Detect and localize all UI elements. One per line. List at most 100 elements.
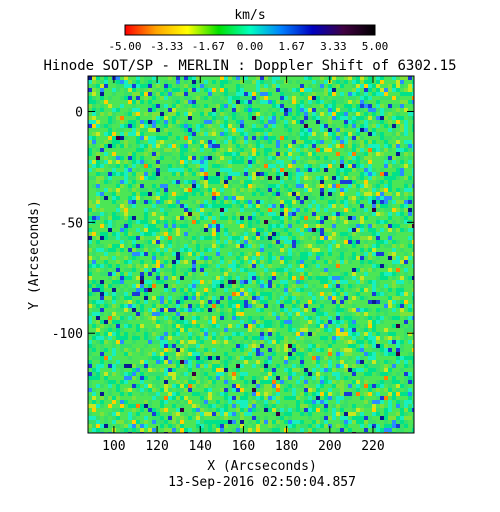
heatmap-cell	[304, 144, 308, 148]
heatmap-cell	[304, 252, 308, 256]
heatmap-cell	[216, 360, 220, 364]
heatmap-cell	[352, 184, 356, 188]
heatmap-cell	[316, 84, 320, 88]
heatmap-cell	[340, 248, 344, 252]
heatmap-cell	[400, 348, 404, 352]
heatmap-cell	[348, 160, 352, 164]
heatmap-cell	[220, 256, 224, 260]
heatmap-cell	[244, 392, 248, 396]
heatmap-cell	[220, 192, 224, 196]
heatmap-cell	[176, 244, 180, 248]
heatmap-cell	[212, 420, 216, 424]
heatmap-cell	[104, 320, 108, 324]
heatmap-cell	[248, 116, 252, 120]
heatmap-cell	[348, 332, 352, 336]
heatmap-cell	[232, 172, 236, 176]
heatmap-cell	[192, 296, 196, 300]
heatmap-cell	[372, 144, 376, 148]
heatmap-cell	[328, 88, 332, 92]
heatmap-cell	[336, 316, 340, 320]
heatmap-cell	[372, 244, 376, 248]
heatmap-cell	[316, 176, 320, 180]
heatmap-cell	[364, 160, 368, 164]
heatmap-cell	[208, 224, 212, 228]
heatmap-cell	[212, 276, 216, 280]
heatmap-cell	[360, 412, 364, 416]
heatmap-cell	[404, 260, 408, 264]
heatmap-cell	[392, 424, 396, 428]
heatmap-cell	[300, 384, 304, 388]
heatmap-cell	[308, 164, 312, 168]
heatmap-cell	[224, 392, 228, 396]
heatmap-cell	[308, 228, 312, 232]
heatmap-cell	[368, 372, 372, 376]
heatmap-cell	[140, 172, 144, 176]
heatmap-cell	[104, 236, 108, 240]
heatmap-cell	[376, 236, 380, 240]
heatmap-cell	[388, 192, 392, 196]
heatmap-cell	[280, 320, 284, 324]
heatmap-cell	[184, 320, 188, 324]
heatmap-cell	[296, 332, 300, 336]
heatmap-cell	[204, 256, 208, 260]
heatmap-cell	[260, 420, 264, 424]
heatmap-cell	[372, 112, 376, 116]
heatmap-cell	[320, 288, 324, 292]
heatmap-cell	[240, 216, 244, 220]
heatmap-cell	[96, 164, 100, 168]
heatmap-cell	[280, 220, 284, 224]
heatmap-cell	[216, 100, 220, 104]
heatmap-cell	[124, 76, 128, 80]
heatmap-cell	[88, 332, 92, 336]
heatmap-cell	[392, 420, 396, 424]
heatmap-cell	[120, 204, 124, 208]
heatmap-cell	[392, 160, 396, 164]
heatmap-cell	[412, 148, 414, 152]
heatmap-cell	[272, 308, 276, 312]
heatmap-cell	[96, 132, 100, 136]
heatmap-cell	[348, 144, 352, 148]
y-tick-label: -100	[52, 327, 83, 342]
heatmap-cell	[352, 412, 356, 416]
heatmap-cell	[264, 364, 268, 368]
heatmap-cell	[88, 344, 92, 348]
heatmap-cell	[172, 392, 176, 396]
heatmap-cell	[308, 236, 312, 240]
heatmap-cell	[332, 292, 336, 296]
heatmap-cell	[232, 248, 236, 252]
heatmap-cell	[408, 92, 412, 96]
heatmap-cell	[268, 200, 272, 204]
heatmap-cell	[384, 304, 388, 308]
heatmap-cell	[196, 236, 200, 240]
heatmap-cell	[144, 296, 148, 300]
heatmap-cell	[304, 184, 308, 188]
heatmap-cell	[232, 104, 236, 108]
heatmap-cell	[132, 304, 136, 308]
heatmap-cell	[276, 140, 280, 144]
heatmap-cell	[336, 168, 340, 172]
heatmap-cell	[264, 152, 268, 156]
heatmap-cell	[168, 384, 172, 388]
heatmap-cell	[200, 236, 204, 240]
heatmap-cell	[204, 176, 208, 180]
heatmap-cell	[260, 372, 264, 376]
heatmap-cell	[400, 188, 404, 192]
heatmap-cell	[120, 368, 124, 372]
heatmap-cell	[340, 352, 344, 356]
heatmap-cell	[108, 328, 112, 332]
heatmap-cell	[332, 336, 336, 340]
heatmap-cell	[168, 388, 172, 392]
heatmap-cell	[204, 228, 208, 232]
heatmap-cell	[176, 312, 180, 316]
heatmap-cell	[348, 168, 352, 172]
heatmap-cell	[144, 248, 148, 252]
heatmap-cell	[124, 344, 128, 348]
heatmap-cell	[368, 80, 372, 84]
heatmap-cell	[188, 308, 192, 312]
heatmap-cell	[204, 244, 208, 248]
heatmap-cell	[292, 280, 296, 284]
heatmap-cell	[156, 196, 160, 200]
heatmap-cell	[120, 364, 124, 368]
heatmap-cell	[168, 288, 172, 292]
heatmap-cell	[340, 292, 344, 296]
